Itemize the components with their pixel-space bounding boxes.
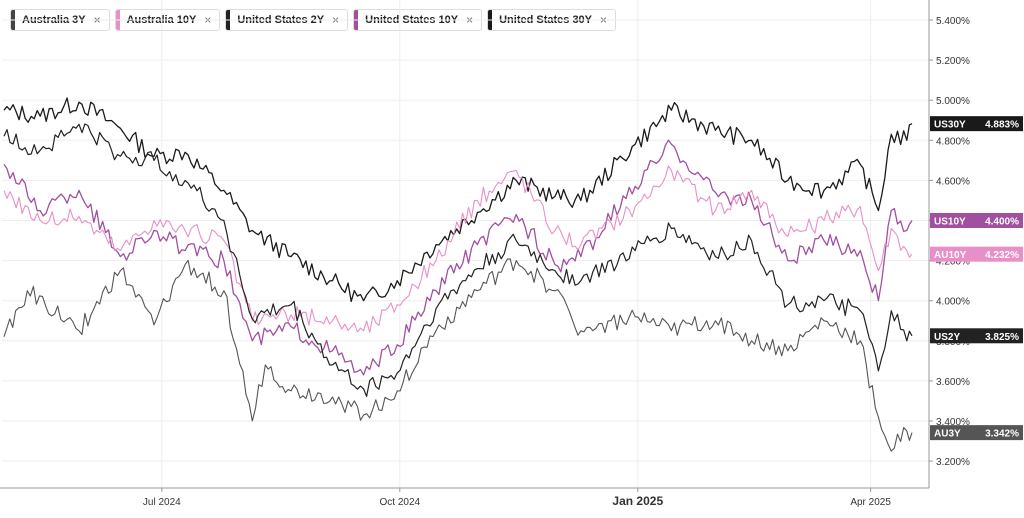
series-line-us30y — [3, 97, 913, 303]
badge-background — [930, 116, 1023, 132]
series-line-us10y — [3, 139, 913, 376]
badge-label: US2Y — [934, 332, 960, 343]
x-tick-label: Jan 2025 — [612, 494, 663, 508]
x-tick-label: Jul 2024 — [143, 497, 181, 508]
badge-value: 3.825% — [985, 332, 1019, 343]
gridlines — [2, 0, 929, 488]
badge-background — [930, 246, 1023, 262]
y-axis: 5.400%5.200%5.000%4.800%4.600%4.400%4.20… — [928, 0, 970, 488]
y-tick-label: 3.400% — [936, 417, 970, 428]
badge-value: 4.232% — [985, 250, 1019, 261]
badge-label: AU10Y — [934, 250, 967, 261]
y-tick-label: 5.200% — [936, 56, 970, 67]
series-line-us2y — [3, 123, 913, 397]
y-tick-label: 3.600% — [936, 377, 970, 388]
badge-value: 3.342% — [985, 429, 1019, 440]
badge-us10y: US10Y 4.400% — [930, 213, 1023, 228]
badge-value: 4.400% — [985, 217, 1019, 228]
y-tick-label: 4.200% — [936, 257, 970, 268]
badge-background — [930, 328, 1023, 344]
badge-label: AU3Y — [934, 429, 961, 440]
badge-au10y: AU10Y 4.232% — [930, 246, 1023, 262]
y-tick-label: 5.400% — [936, 16, 970, 27]
x-tick-label: Oct 2024 — [379, 497, 420, 508]
y-tick-label: 3.200% — [936, 457, 970, 468]
series-line-au10y — [3, 165, 913, 333]
badge-us30y: US30Y 4.883% — [930, 116, 1023, 132]
badge-background — [930, 425, 1023, 441]
badge-au3y: AU3Y 3.342% — [930, 425, 1023, 441]
last-value-badges: US30Y 4.883% US10Y 4.400% AU10Y 4.232% US2Y 3.8… — [930, 116, 1023, 441]
badge-background — [930, 213, 1023, 228]
y-tick-label: 4.000% — [936, 297, 970, 308]
x-axis: Jul 2024 Oct 2024 Jan 2025 Apr 2025 — [0, 487, 929, 508]
badge-label: US30Y — [934, 120, 966, 131]
x-tick-label: Apr 2025 — [850, 497, 891, 508]
badge-label: US10Y — [934, 217, 966, 228]
series-line-au3y — [3, 258, 913, 452]
badge-value: 4.883% — [985, 120, 1019, 131]
badge-us2y: US2Y 3.825% — [930, 328, 1023, 344]
y-tick-label: 4.800% — [936, 136, 970, 147]
y-tick-label: 5.000% — [936, 96, 970, 107]
series-lines — [3, 97, 913, 452]
y-tick-label: 4.600% — [936, 176, 970, 187]
